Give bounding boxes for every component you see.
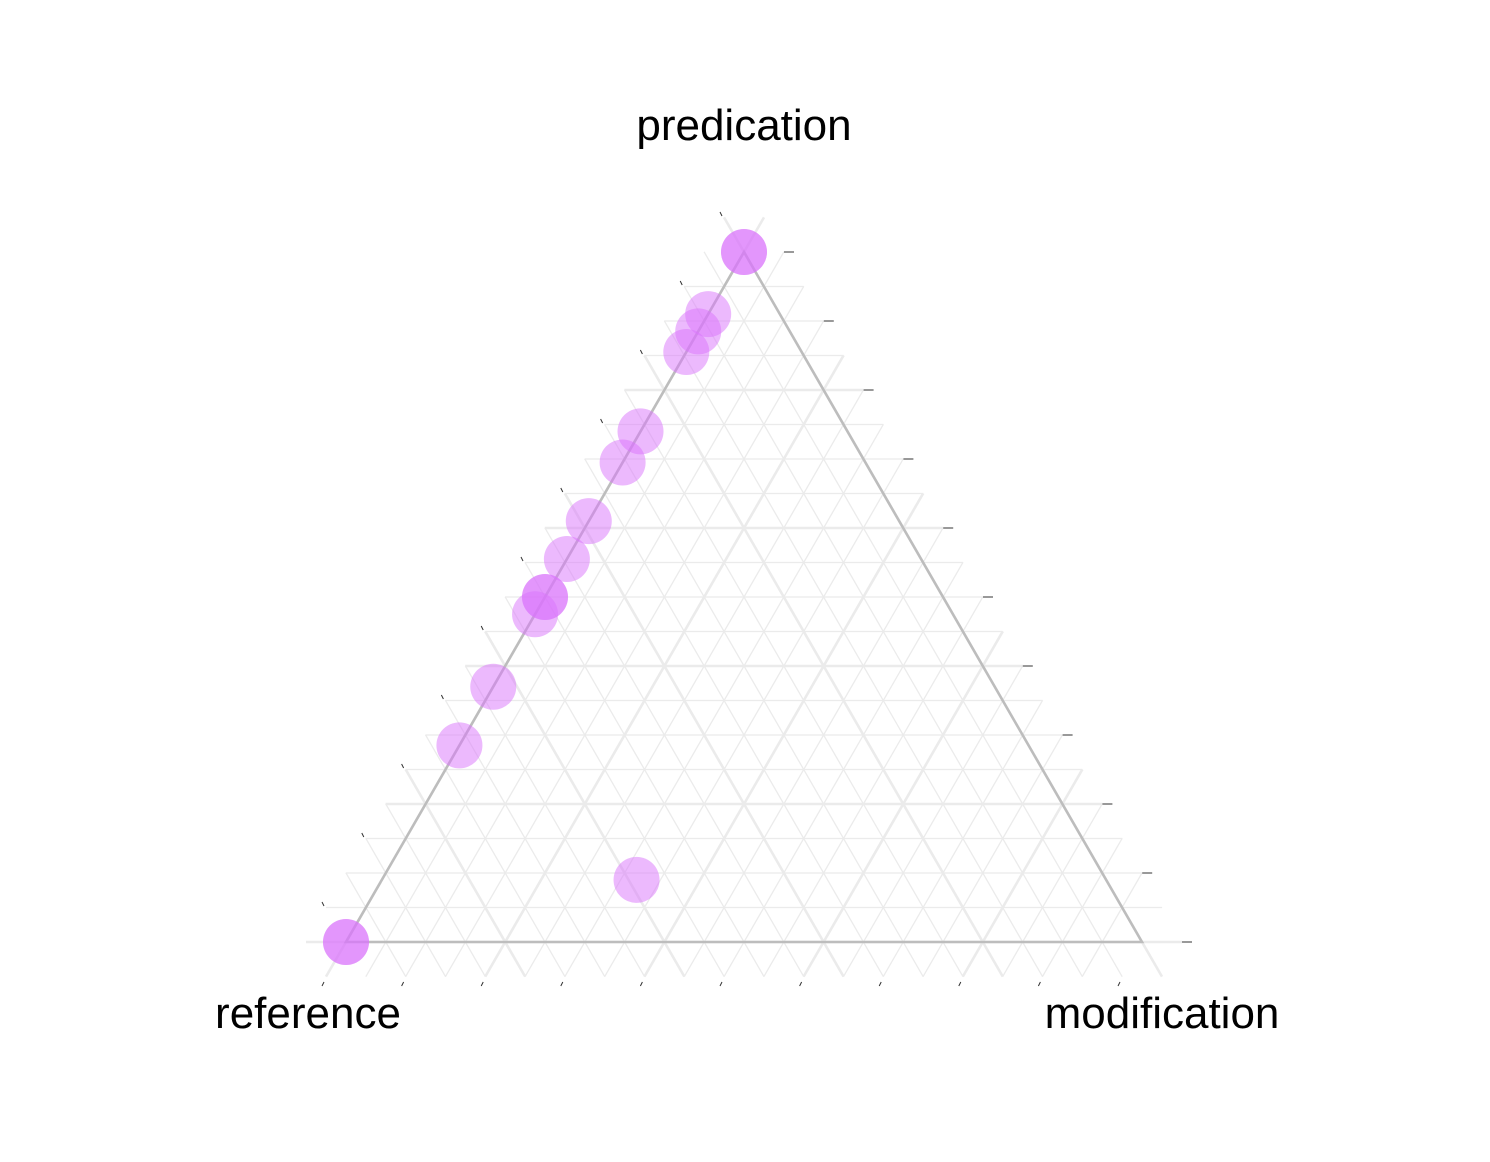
grid-line-modification xyxy=(365,251,785,977)
tick-modification xyxy=(1037,981,1041,987)
grid-line-reference xyxy=(563,492,845,978)
tick-modification xyxy=(1117,981,1121,987)
data-point xyxy=(436,722,483,769)
grid-line-modification xyxy=(524,389,865,977)
tick-modification xyxy=(321,981,325,987)
grid-line-modification xyxy=(643,492,925,978)
tick-reference xyxy=(719,211,723,217)
grid-lines xyxy=(306,216,1182,978)
grid-line-modification xyxy=(882,700,1044,977)
tick-reference xyxy=(679,280,683,286)
data-point xyxy=(470,663,517,710)
tick-reference xyxy=(560,487,564,493)
grid-line-reference xyxy=(484,630,686,978)
tick-modification xyxy=(401,981,405,987)
grid-line-modification xyxy=(723,562,964,977)
grid-line-modification xyxy=(1002,803,1103,977)
tick-reference xyxy=(639,349,643,355)
tick-reference xyxy=(600,418,604,424)
axis-label-predication: predication xyxy=(636,101,851,150)
grid-line-modification xyxy=(763,596,984,977)
tick-reference xyxy=(361,832,365,838)
data-point xyxy=(512,591,559,638)
tick-reference xyxy=(480,625,484,631)
data-point xyxy=(565,498,612,545)
grid-line-reference xyxy=(345,872,407,977)
data-point xyxy=(721,229,767,275)
tick-reference xyxy=(401,763,405,769)
tick-modification xyxy=(719,981,723,987)
tick-marks xyxy=(321,211,1192,987)
tick-modification xyxy=(639,981,643,987)
tick-modification xyxy=(958,981,962,987)
grid-line-modification xyxy=(802,630,1004,978)
grid-line-reference xyxy=(584,458,884,977)
grid-line-reference xyxy=(703,251,1123,977)
tick-reference xyxy=(440,694,444,700)
grid-line-modification xyxy=(683,527,944,977)
data-point xyxy=(323,919,369,965)
tick-modification xyxy=(480,981,484,987)
data-point xyxy=(543,536,590,583)
data-point xyxy=(613,856,660,903)
grid-line-modification xyxy=(444,320,825,977)
grid-line-reference xyxy=(504,596,725,977)
grid-line-reference xyxy=(464,665,646,977)
tick-reference xyxy=(520,556,524,562)
grid-line-modification xyxy=(1041,838,1123,977)
grid-line-reference xyxy=(544,527,805,977)
grid-line-reference xyxy=(424,734,566,977)
tick-modification xyxy=(799,981,803,987)
data-points xyxy=(323,229,767,965)
grid-line-modification xyxy=(1081,872,1143,977)
grid-line-reference xyxy=(365,838,447,977)
grid-line-modification xyxy=(842,665,1024,977)
grid-line-reference xyxy=(385,803,486,977)
tick-reference xyxy=(321,901,325,907)
axis-label-reference: reference xyxy=(215,989,401,1038)
tick-modification xyxy=(878,981,882,987)
tick-modification xyxy=(560,981,564,987)
grid-line-modification xyxy=(604,458,904,977)
grid-line-modification xyxy=(922,734,1064,977)
grid-line-reference xyxy=(623,389,964,977)
data-point xyxy=(663,329,710,376)
grid-line-reference xyxy=(663,320,1044,977)
grid-line-reference xyxy=(524,562,765,977)
axis-label-modification: modification xyxy=(1045,989,1280,1038)
data-point xyxy=(599,439,646,486)
